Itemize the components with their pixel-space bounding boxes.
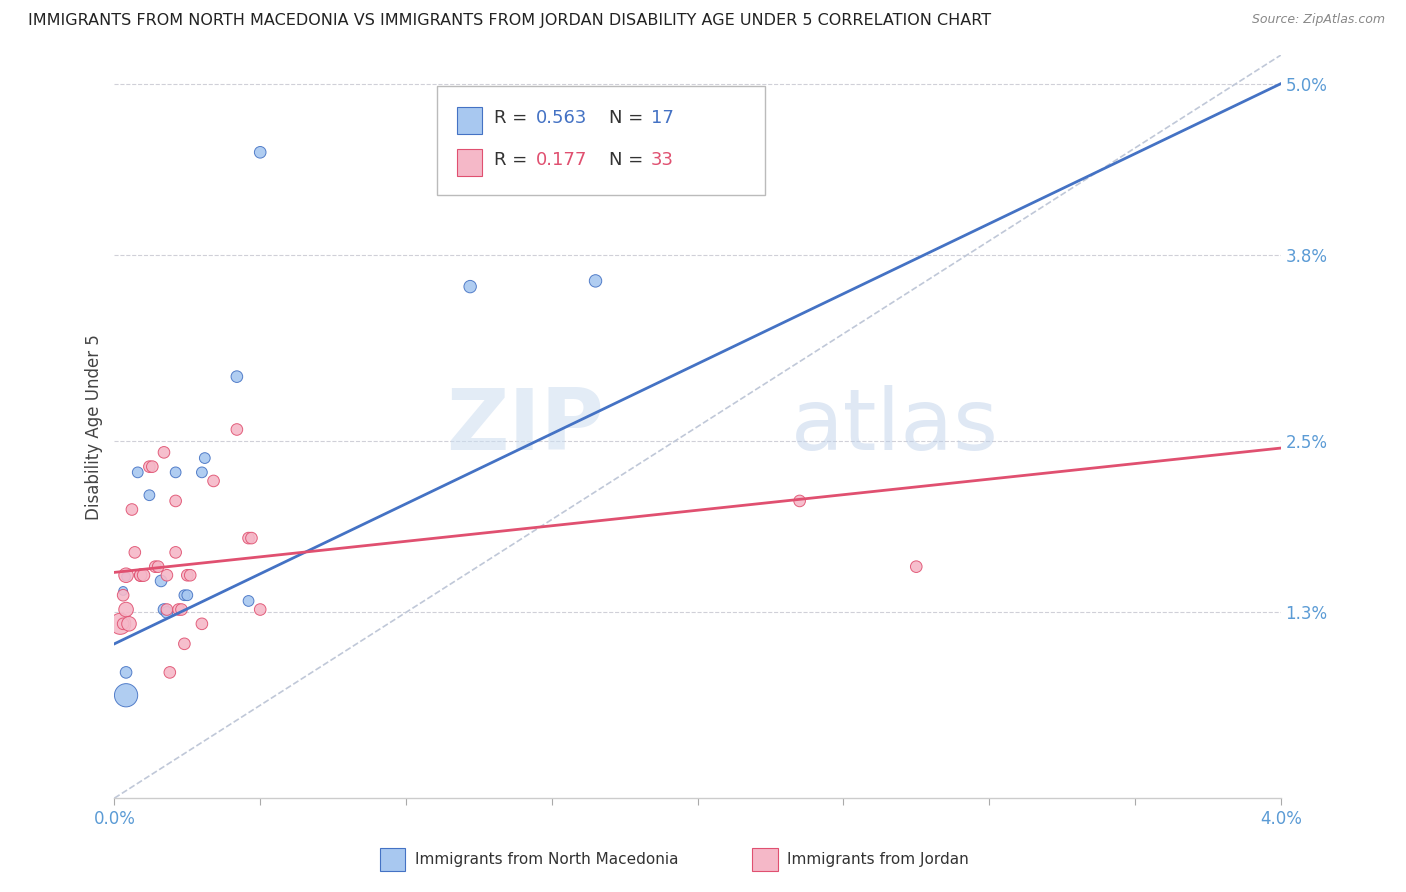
Point <box>115 568 138 582</box>
Point <box>165 494 187 508</box>
Point <box>202 474 225 488</box>
Point <box>129 568 152 582</box>
Point <box>115 665 138 680</box>
Point <box>115 688 138 702</box>
Point <box>138 488 160 502</box>
Point <box>170 602 193 616</box>
Text: 17: 17 <box>651 109 673 127</box>
Point <box>121 502 143 516</box>
Point <box>138 459 160 474</box>
Text: ZIP: ZIP <box>447 385 605 468</box>
Point <box>173 637 195 651</box>
Text: 0.177: 0.177 <box>536 151 588 169</box>
Point <box>165 466 187 480</box>
Point <box>173 588 195 602</box>
Point <box>146 559 169 574</box>
Text: 33: 33 <box>651 151 673 169</box>
Point <box>165 545 187 559</box>
Point <box>150 574 173 588</box>
Point <box>112 588 135 602</box>
Point <box>153 445 176 459</box>
Point <box>156 568 179 582</box>
Point <box>225 422 247 436</box>
Text: N =: N = <box>609 151 648 169</box>
Point <box>118 616 141 631</box>
Point <box>167 602 190 616</box>
Point <box>238 594 260 608</box>
Text: 0.563: 0.563 <box>536 109 588 127</box>
Point <box>238 531 260 545</box>
Point <box>112 616 135 631</box>
Point <box>153 602 176 616</box>
Point <box>585 274 607 288</box>
Point <box>789 494 811 508</box>
Text: Source: ZipAtlas.com: Source: ZipAtlas.com <box>1251 13 1385 27</box>
Point <box>905 559 928 574</box>
Point <box>141 459 163 474</box>
Point <box>110 616 132 631</box>
Point <box>176 568 198 582</box>
Point <box>240 531 263 545</box>
Point <box>159 665 181 680</box>
Point <box>458 279 481 293</box>
Point <box>156 606 179 620</box>
Point <box>249 602 271 616</box>
Text: Immigrants from Jordan: Immigrants from Jordan <box>787 853 969 867</box>
Point <box>191 616 214 631</box>
Point <box>156 602 179 616</box>
Point <box>115 602 138 616</box>
Point <box>179 568 201 582</box>
Text: R =: R = <box>494 109 533 127</box>
Text: R =: R = <box>494 151 533 169</box>
Point <box>124 545 146 559</box>
Point <box>249 145 271 160</box>
Point <box>132 568 155 582</box>
Point <box>143 559 166 574</box>
Text: N =: N = <box>609 109 648 127</box>
Point <box>129 568 152 582</box>
Point <box>127 466 149 480</box>
Point <box>176 588 198 602</box>
Point <box>225 369 247 384</box>
Point <box>112 584 135 599</box>
Y-axis label: Disability Age Under 5: Disability Age Under 5 <box>86 334 103 519</box>
Point <box>115 569 138 583</box>
Text: atlas: atlas <box>792 385 998 468</box>
Text: Immigrants from North Macedonia: Immigrants from North Macedonia <box>415 853 678 867</box>
Text: IMMIGRANTS FROM NORTH MACEDONIA VS IMMIGRANTS FROM JORDAN DISABILITY AGE UNDER 5: IMMIGRANTS FROM NORTH MACEDONIA VS IMMIG… <box>28 13 991 29</box>
Point <box>194 451 217 466</box>
Point <box>191 466 214 480</box>
